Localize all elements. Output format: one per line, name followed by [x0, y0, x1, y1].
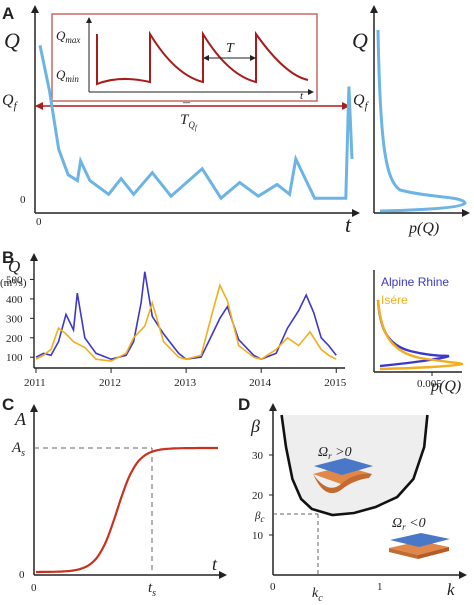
panel-label-a: A — [2, 4, 14, 23]
panel-b-series-isere — [35, 283, 337, 362]
panel-d-y-arrow — [269, 403, 277, 411]
panel-a-side-y-arrow — [370, 5, 378, 13]
panel-c-xtick-zero: 0 — [31, 582, 37, 594]
panel-c-ytick-as: As — [11, 440, 25, 459]
unstable-surface-icon — [313, 458, 373, 494]
panel-a-tqf-arrowhead-left — [35, 102, 43, 110]
panel-label-b: B — [2, 248, 14, 267]
panel-d-y-ticks: 10 20 30 — [252, 450, 273, 542]
panel-a-side-pdf-curve — [376, 29, 467, 213]
panel-a-ytick-zero: 0 — [20, 194, 26, 206]
panel-d-annotation-unstable: Ωr >0 — [318, 445, 352, 461]
panel-c-logistic-curve — [36, 446, 218, 574]
inset-x-arrow — [308, 89, 314, 95]
panel-b-yunit: (m³/s) — [0, 277, 27, 289]
panel-d-xtick-one: 1 — [377, 581, 383, 593]
inset-period-arrowhead-left — [203, 55, 209, 61]
panel-d-neutral-curve — [280, 414, 429, 517]
panel-d-xlabel: k — [447, 580, 455, 599]
panel-b-side-area — [372, 250, 467, 372]
panel-c: C A As 0 0 ts t — [2, 395, 227, 599]
legend-alpine-rhine: Alpine Rhine — [381, 275, 449, 289]
panel-b-series-alpine-rhine — [35, 271, 337, 361]
panel-d-ylabel: β — [250, 416, 260, 436]
panel-a-x-arrow — [352, 209, 360, 217]
panel-b-ytick-label: 300 — [6, 313, 23, 325]
panel-d-xtick-kc: kc — [312, 586, 323, 604]
panel-a-side-ylabel: Q — [352, 28, 368, 53]
panel-b-xtick-label: 2013 — [174, 377, 197, 389]
panel-c-x-arrow — [219, 571, 227, 579]
panel-a-flow-series — [38, 44, 354, 201]
panel-b-ytick-label: 100 — [6, 352, 23, 364]
inset-period-label: T — [226, 41, 235, 56]
inset-period-arrowhead-right — [250, 55, 256, 61]
panel-d-annotation-stable: Ωr <0 — [392, 516, 426, 532]
panel-a-y-arrow — [31, 5, 39, 13]
panel-d-ytick-betac: βc — [254, 510, 264, 524]
panel-b-xtick-label: 2014 — [249, 377, 272, 389]
panel-a-ylabel: Q — [4, 28, 20, 53]
panel-b-xtick-label: 2011 — [24, 377, 46, 389]
panel-a-xlabel: t — [345, 212, 352, 237]
panel-b-ytick-label: 500 — [6, 274, 23, 286]
panel-a-xtick-zero: 0 — [36, 216, 42, 228]
panel-d: D β 10 20 30 βc 0 1 kc k Ωr >0 Ωr <0 — [238, 395, 467, 604]
panel-d-xtick-zero: 0 — [270, 581, 276, 593]
panel-a-tqf-arrowhead-right — [342, 102, 350, 110]
panel-b-xtick-label: 2015 — [324, 377, 347, 389]
panel-b-side-xtick: 0.005 — [417, 378, 442, 390]
panel-c-ylabel: A — [14, 409, 27, 429]
panel-b-side-xlabel: p(Q) — [430, 378, 461, 395]
panel-a-side-x-arrow — [462, 209, 470, 217]
panel-b-xtick-label: 2012 — [99, 377, 121, 389]
panel-b-ytick-label: 400 — [6, 294, 23, 306]
panel-a-inset-frame — [51, 13, 318, 102]
panel-b-x-ticks: 2011 2012 2013 2014 2015 — [24, 368, 347, 389]
panel-c-xlabel: t — [212, 554, 218, 574]
panel-b-ylabel: Q — [8, 257, 20, 276]
panel-d-ytick-label: 30 — [252, 450, 264, 462]
panel-b-side-pdf-isere — [376, 299, 464, 371]
panel-b-ytick-label: 200 — [6, 333, 23, 345]
panel-c-y-arrow — [30, 404, 38, 412]
panel-a: A Q Qf 0 0 t Qmax Qmin t T TQf ¯ — [2, 4, 470, 237]
panel-d-x-arrow — [459, 571, 467, 579]
panel-b-y-ticks: 100 200 300 400 500 — [6, 274, 34, 364]
panel-a-tqf-overbar: ¯ — [182, 102, 191, 117]
panel-label-c: C — [2, 395, 14, 414]
panel-d-ytick-label: 20 — [252, 490, 264, 502]
panel-d-ytick-label: 10 — [252, 530, 264, 542]
panel-b-y-arrow — [30, 253, 38, 261]
inset-xlabel: t — [300, 90, 304, 102]
panel-c-xtick-ts: ts — [148, 580, 156, 599]
panel-label-d: D — [238, 395, 250, 414]
legend-isere: Isére — [381, 293, 408, 307]
panel-a-side-xlabel: p(Q) — [408, 220, 439, 237]
panel-a-side-ytick-qf: Qf — [353, 92, 370, 112]
stable-surface-icon — [389, 533, 450, 559]
panel-c-ytick-zero: 0 — [19, 569, 25, 581]
inset-y-arrow — [86, 17, 92, 23]
panel-a-ytick-qf: Qf — [2, 92, 19, 112]
